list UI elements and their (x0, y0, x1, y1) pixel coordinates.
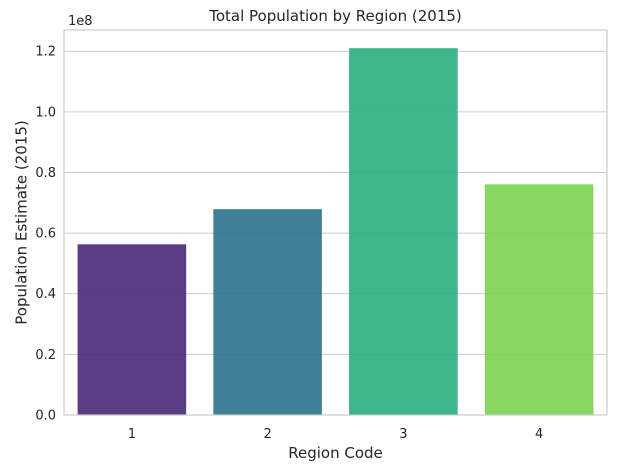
y-axis-offset-label: 1e8 (68, 14, 93, 29)
y-tick-label: 1.2 (35, 45, 56, 60)
bar-layer (77, 48, 594, 416)
y-tick-label: 0.0 (35, 409, 56, 424)
bar-region-2 (213, 209, 322, 415)
x-tick-label: 4 (535, 427, 543, 442)
y-tick-label: 1.0 (35, 105, 56, 120)
bar-region-1 (77, 244, 187, 415)
plot-frame (63, 29, 608, 416)
y-tick-label: 0.2 (35, 348, 56, 363)
x-tick-label: 2 (263, 427, 271, 442)
y-tick-labels: 0.0 0.2 0.4 0.6 0.8 1.0 1.2 (35, 45, 56, 424)
chart-title: Total Population by Region (2015) (208, 7, 462, 25)
x-axis-title: Region Code (288, 444, 383, 462)
bar-region-4 (484, 184, 594, 415)
x-tick-label: 3 (399, 427, 407, 442)
y-tick-label: 0.4 (35, 287, 56, 302)
bar-region-3 (349, 48, 458, 416)
y-tick-label: 0.6 (35, 227, 56, 242)
y-axis-title: Population Estimate (2015) (13, 120, 31, 324)
x-tick-label: 1 (128, 427, 136, 442)
y-tick-label: 0.8 (35, 166, 56, 181)
x-tick-labels: 1 2 3 4 (128, 427, 544, 442)
